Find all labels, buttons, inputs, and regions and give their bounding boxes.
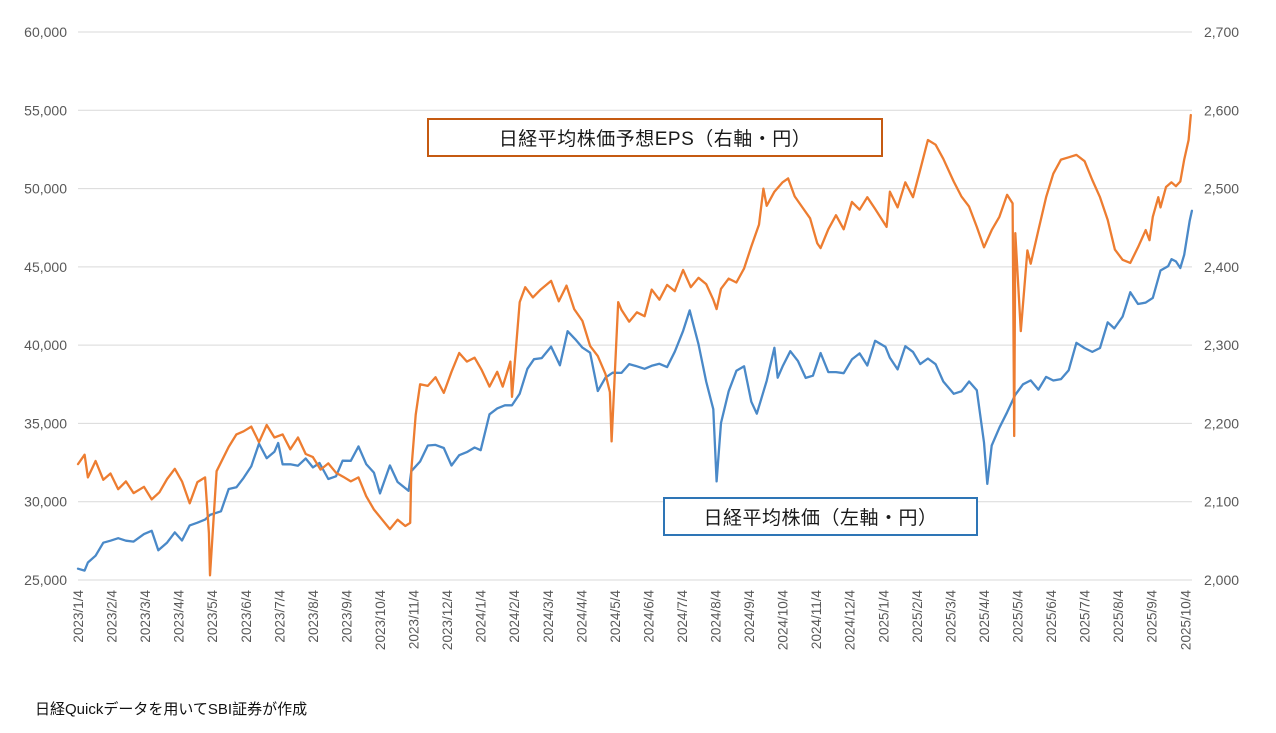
x-axis-tick: 2024/2/4 xyxy=(507,590,522,643)
legend-nikkei-label: 日経平均株価（左軸・円） xyxy=(703,508,938,529)
x-axis-tick: 2025/9/4 xyxy=(1145,590,1160,643)
x-axis-tick: 2024/10/4 xyxy=(776,590,791,651)
x-axis-tick: 2023/2/4 xyxy=(105,590,120,643)
left-axis-tick: 55,000 xyxy=(24,102,67,118)
source-note: 日経Quickデータを用いてSBI証券が作成 xyxy=(35,701,308,718)
x-axis-tick: 2025/3/4 xyxy=(943,590,958,643)
x-axis-tick: 2023/9/4 xyxy=(339,590,354,643)
x-axis-tick: 2025/1/4 xyxy=(876,590,891,643)
left-axis-tick: 60,000 xyxy=(24,24,67,40)
left-axis-tick: 30,000 xyxy=(24,494,67,510)
x-axis-tick: 2024/5/4 xyxy=(608,590,623,643)
x-axis-tick: 2024/9/4 xyxy=(742,590,757,643)
legend-eps-label: 日経平均株価予想EPS（右軸・円） xyxy=(498,129,812,150)
x-axis-tick: 2024/6/4 xyxy=(641,590,656,643)
x-axis-tick: 2024/12/4 xyxy=(843,590,858,651)
left-axis-tick: 50,000 xyxy=(24,181,67,197)
right-axis-tick: 2,500 xyxy=(1204,181,1239,197)
x-axis-tick: 2025/8/4 xyxy=(1111,590,1126,643)
right-axis-tick: 2,200 xyxy=(1204,415,1239,431)
left-axis-tick: 25,000 xyxy=(24,572,67,588)
eps-line-series xyxy=(76,113,1192,577)
right-axis-tick: 2,000 xyxy=(1204,572,1239,588)
x-axis-tick: 2024/3/4 xyxy=(541,590,556,643)
gridlines xyxy=(78,31,1192,581)
x-axis-tick: 2023/3/4 xyxy=(138,590,153,643)
x-axis-tick: 2024/8/4 xyxy=(709,590,724,643)
x-axis-tick: 2024/4/4 xyxy=(574,590,589,643)
right-axis-tick: 2,300 xyxy=(1204,337,1239,353)
nikkei-line-series xyxy=(76,209,1194,572)
left-axis-tick: 35,000 xyxy=(24,415,67,431)
left-axis-tick: 45,000 xyxy=(24,259,67,275)
x-axis-tick: 2025/2/4 xyxy=(910,590,925,643)
right-axis-tick: 2,600 xyxy=(1204,102,1239,118)
x-axis-tick: 2023/8/4 xyxy=(306,590,321,643)
legend-nikkei-box: 日経平均株価（左軸・円） xyxy=(663,497,978,536)
x-axis-tick: 2025/7/4 xyxy=(1078,590,1093,643)
x-axis-tick: 2024/1/4 xyxy=(474,590,489,643)
right-axis-tick: 2,700 xyxy=(1204,24,1239,40)
left-axis-tick: 40,000 xyxy=(24,337,67,353)
x-axis-tick: 2023/10/4 xyxy=(373,590,388,651)
x-axis-tick: 2023/12/4 xyxy=(440,590,455,651)
x-axis-tick: 2023/1/4 xyxy=(71,590,86,643)
legend-eps-box: 日経平均株価予想EPS（右軸・円） xyxy=(427,118,883,157)
x-axis-tick: 2023/7/4 xyxy=(272,590,287,643)
x-axis-tick: 2024/7/4 xyxy=(675,590,690,643)
x-axis-tick: 2023/5/4 xyxy=(205,590,220,643)
right-axis-tick: 2,400 xyxy=(1204,259,1239,275)
x-axis-ticks: 2023/1/4 2023/2/4 2023/3/4 2023/4/4 2023/5/4… xyxy=(71,590,1193,651)
x-axis-tick: 2025/5/4 xyxy=(1011,590,1026,643)
x-axis-tick: 2025/10/4 xyxy=(1178,590,1193,651)
x-axis-tick: 2025/6/4 xyxy=(1044,590,1059,643)
x-axis-tick: 2023/11/4 xyxy=(407,590,422,650)
x-axis-tick: 2023/4/4 xyxy=(172,590,187,643)
x-axis-tick: 2024/11/4 xyxy=(809,590,824,650)
right-axis-tick: 2,100 xyxy=(1204,494,1239,510)
x-axis-tick: 2023/6/4 xyxy=(239,590,254,643)
x-axis-tick: 2025/4/4 xyxy=(977,590,992,643)
